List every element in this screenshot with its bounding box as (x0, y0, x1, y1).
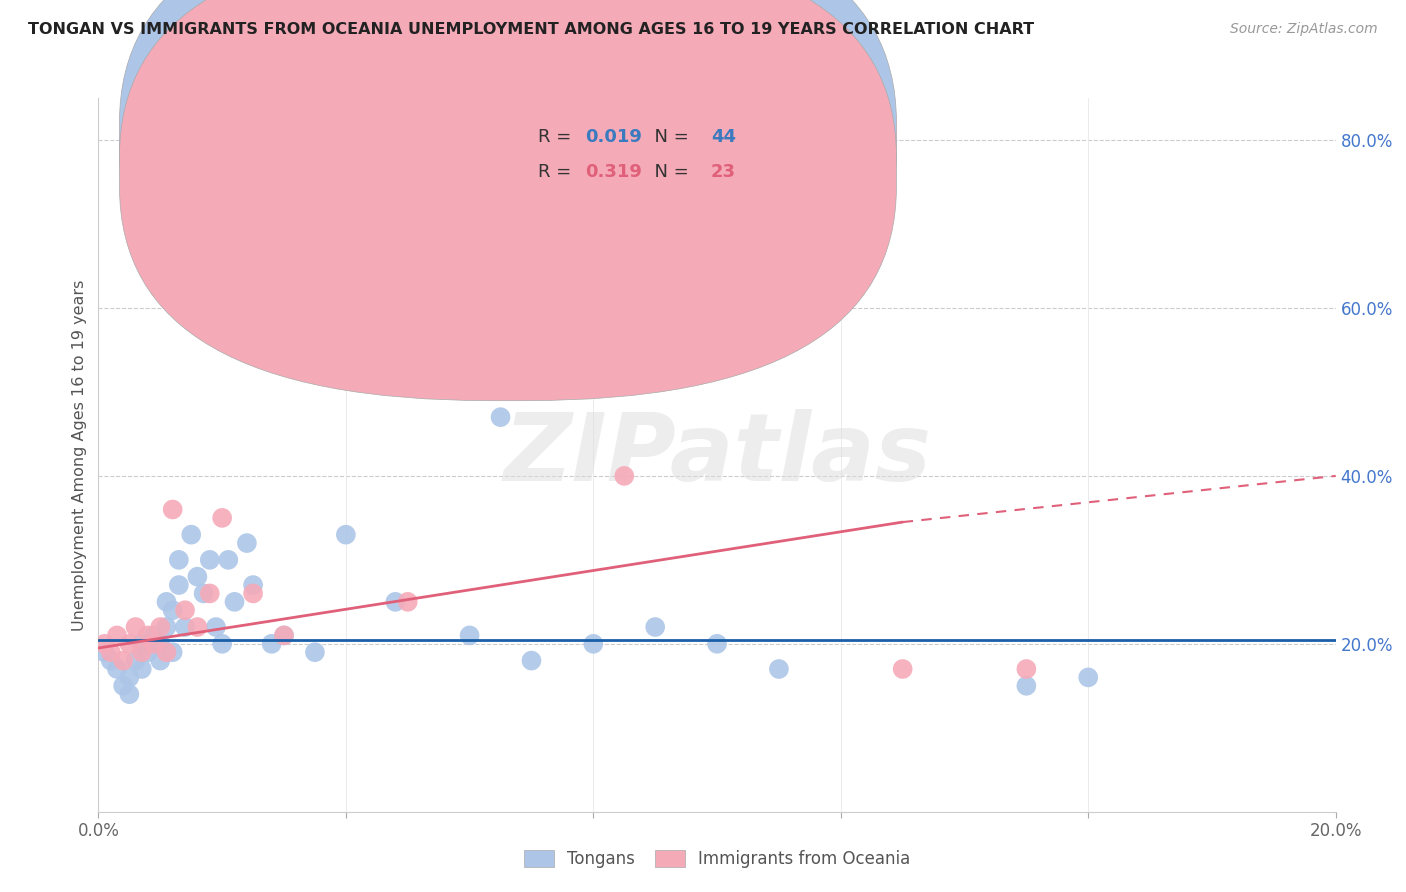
Point (143, 637, 166, 651)
Point (304, 645, 326, 659)
Point (198, 586, 221, 600)
Point (1077, 670, 1099, 684)
Point (186, 569, 208, 583)
Point (186, 620, 208, 634)
Text: 0.319: 0.319 (585, 162, 641, 180)
Point (396, 595, 419, 609)
FancyBboxPatch shape (470, 112, 785, 202)
Point (644, 620, 666, 634)
Point (155, 645, 177, 659)
Point (224, 595, 246, 609)
Point (167, 578, 190, 592)
Point (174, 620, 197, 634)
Y-axis label: Unemployment Among Ages 16 to 19 years: Unemployment Among Ages 16 to 19 years (72, 279, 87, 631)
FancyBboxPatch shape (120, 0, 897, 367)
Point (162, 645, 184, 659)
Point (273, 628, 295, 642)
Point (458, 628, 481, 642)
Point (143, 628, 166, 642)
Point (131, 645, 153, 659)
Point (242, 578, 264, 592)
Text: N =: N = (643, 128, 695, 146)
Point (155, 620, 177, 634)
Point (131, 662, 153, 676)
Point (149, 654, 172, 668)
Point (384, 595, 406, 609)
Text: Source: ZipAtlas.com: Source: ZipAtlas.com (1230, 22, 1378, 37)
Point (93, 637, 115, 651)
Point (1015, 679, 1038, 693)
Point (118, 670, 141, 684)
Legend: Tongans, Immigrants from Oceania: Tongans, Immigrants from Oceania (517, 843, 917, 875)
Text: N =: N = (643, 162, 695, 180)
Text: 0.019: 0.019 (585, 128, 641, 146)
Point (100, 645, 122, 659)
Point (211, 637, 233, 651)
Point (193, 586, 215, 600)
Text: TONGAN VS IMMIGRANTS FROM OCEANIA UNEMPLOYMENT AMONG AGES 16 TO 19 YEARS CORRELA: TONGAN VS IMMIGRANTS FROM OCEANIA UNEMPL… (28, 22, 1035, 37)
Point (149, 637, 172, 651)
Point (520, 654, 543, 668)
Point (131, 637, 153, 651)
Text: R =: R = (537, 128, 576, 146)
Point (155, 595, 177, 609)
Text: 23: 23 (711, 162, 735, 180)
Text: ZIPatlas: ZIPatlas (503, 409, 931, 501)
Point (112, 679, 135, 693)
Point (162, 603, 184, 617)
Point (489, 410, 512, 425)
Point (304, 259, 326, 273)
Point (112, 654, 135, 668)
Point (124, 620, 146, 634)
Point (217, 553, 239, 567)
Point (613, 469, 636, 483)
Point (100, 654, 122, 668)
Point (105, 628, 128, 642)
Point (768, 662, 790, 676)
Point (162, 502, 184, 516)
Point (335, 527, 357, 541)
Point (118, 637, 141, 651)
Point (273, 628, 295, 642)
Text: R =: R = (537, 162, 576, 180)
Point (136, 628, 159, 642)
Point (706, 637, 728, 651)
Point (205, 620, 228, 634)
Point (105, 662, 128, 676)
Point (167, 553, 190, 567)
Text: 44: 44 (711, 128, 735, 146)
Point (1015, 662, 1038, 676)
Point (198, 553, 221, 567)
Point (124, 654, 146, 668)
Point (174, 603, 197, 617)
Point (236, 536, 259, 550)
FancyBboxPatch shape (120, 0, 897, 401)
Point (891, 662, 914, 676)
Point (93, 645, 115, 659)
Point (136, 645, 159, 659)
Point (211, 511, 233, 525)
Point (582, 637, 605, 651)
Point (180, 527, 202, 541)
Point (149, 620, 172, 634)
Point (260, 637, 283, 651)
Point (242, 586, 264, 600)
Point (118, 687, 141, 701)
